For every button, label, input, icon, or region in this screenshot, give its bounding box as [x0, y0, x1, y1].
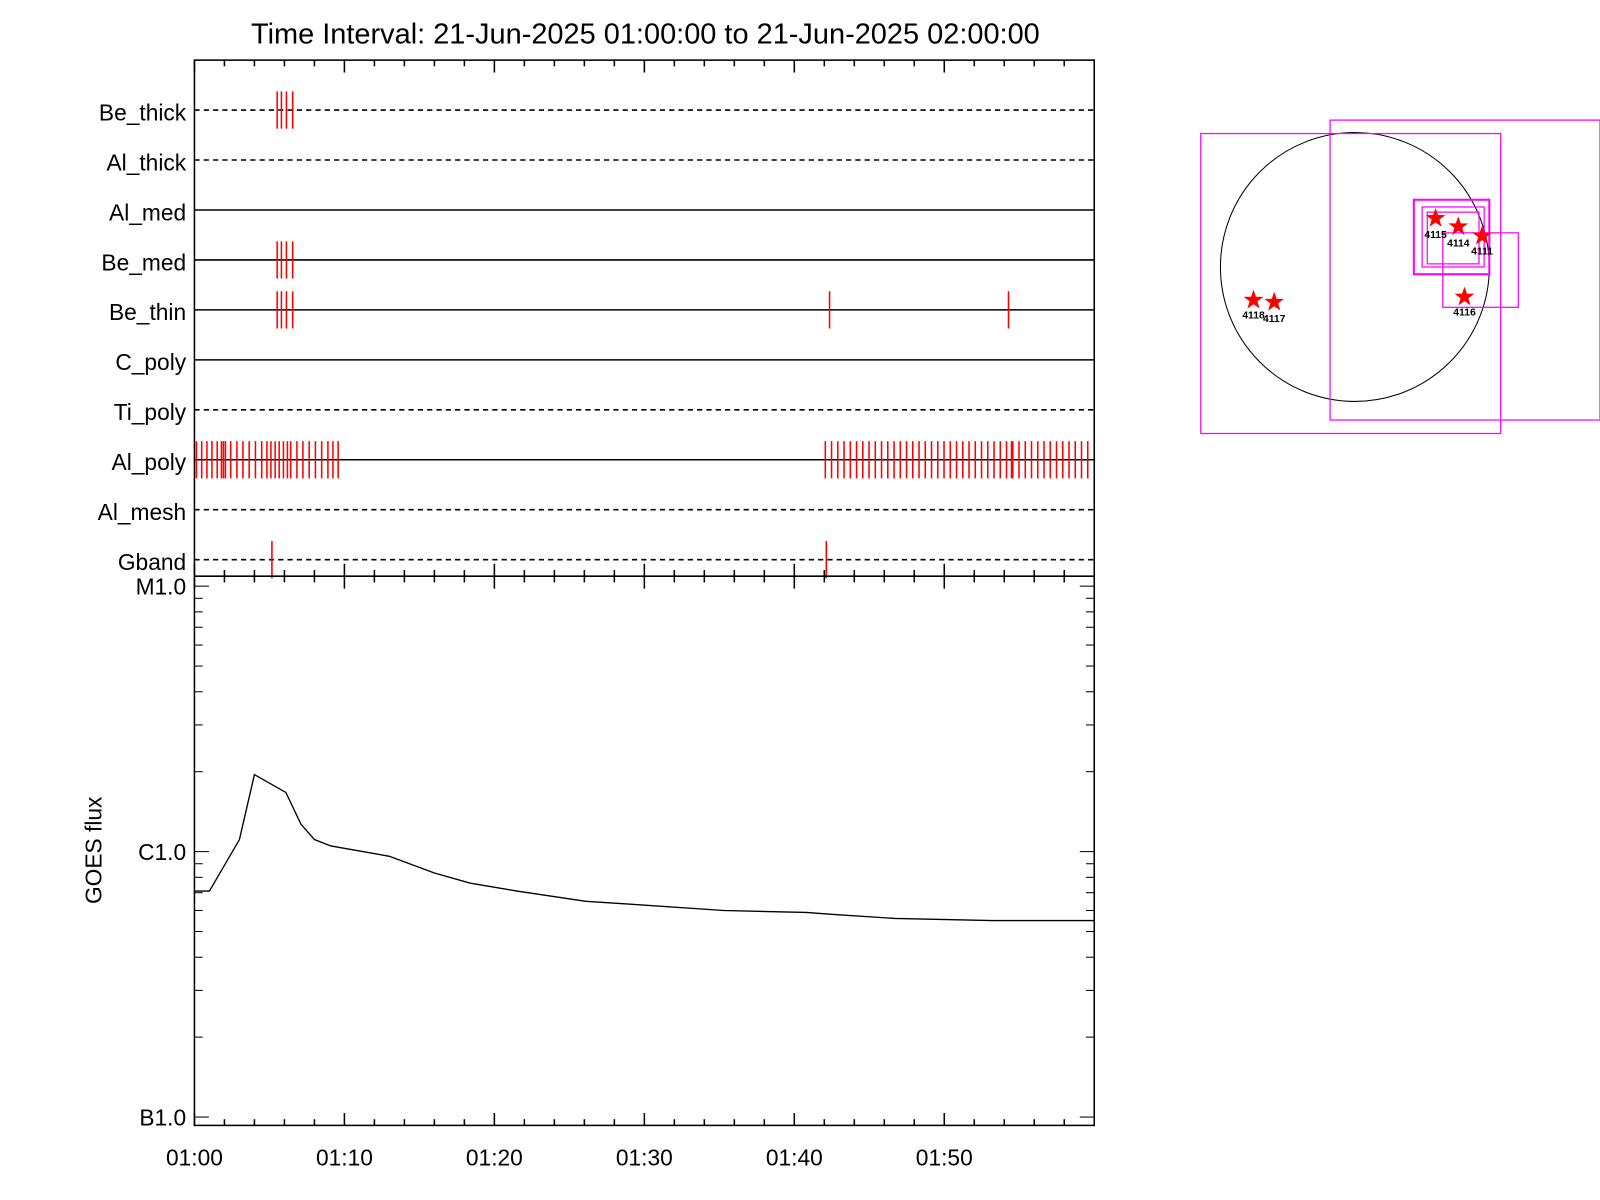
x-tick-label: 01:50 — [916, 1145, 973, 1171]
region-star — [1454, 286, 1475, 306]
region-star — [1448, 216, 1469, 236]
x-tick-label: 01:10 — [316, 1145, 373, 1171]
region-star — [1243, 289, 1264, 309]
region-label: 4111 — [1471, 247, 1493, 258]
row-label: Al_poly — [112, 449, 187, 475]
y-tick-label: M1.0 — [136, 573, 187, 599]
row-label: Al_mesh — [98, 499, 187, 525]
fov-box — [1329, 119, 1600, 421]
row-label: Gband — [118, 549, 186, 575]
chart-title: Time Interval: 21-Jun-2025 01:00:00 to 2… — [251, 19, 1040, 51]
x-tick-label: 01:30 — [616, 1145, 673, 1171]
row-label: Be_thick — [99, 99, 187, 125]
region-label: 4116 — [1453, 308, 1476, 319]
x-tick-label: 01:00 — [166, 1145, 223, 1171]
y-tick-label: B1.0 — [139, 1104, 186, 1130]
goes-line — [194, 773, 1095, 922]
row-label: Be_med — [101, 249, 186, 275]
solar-map: 4115 4114 4111 4116 4118 4117 — [1200, 119, 1600, 435]
row-label: Be_thin — [109, 299, 186, 325]
region-star — [1264, 291, 1285, 311]
region-star — [1425, 208, 1446, 227]
fov-box — [1412, 198, 1491, 276]
y-tick-label: C1.0 — [138, 839, 186, 865]
fov-boxes — [1200, 119, 1600, 435]
row-label: C_poly — [115, 349, 186, 375]
fov-box — [1200, 132, 1502, 435]
panel-frame — [193, 59, 1096, 577]
region-label: 4118 — [1242, 311, 1265, 322]
row-label: Al_med — [109, 199, 186, 225]
region-label: 4117 — [1263, 314, 1286, 325]
region-label: 4114 — [1447, 238, 1470, 249]
panel-frame — [193, 575, 1096, 1127]
region-label: 4115 — [1424, 230, 1447, 241]
x-tick-label: 01:20 — [466, 1145, 523, 1171]
row-label: Ti_poly — [114, 399, 187, 425]
x-tick-label: 01:40 — [766, 1145, 823, 1171]
y-axis-label: GOES flux — [80, 796, 106, 904]
row-label: Al_thick — [106, 149, 186, 175]
